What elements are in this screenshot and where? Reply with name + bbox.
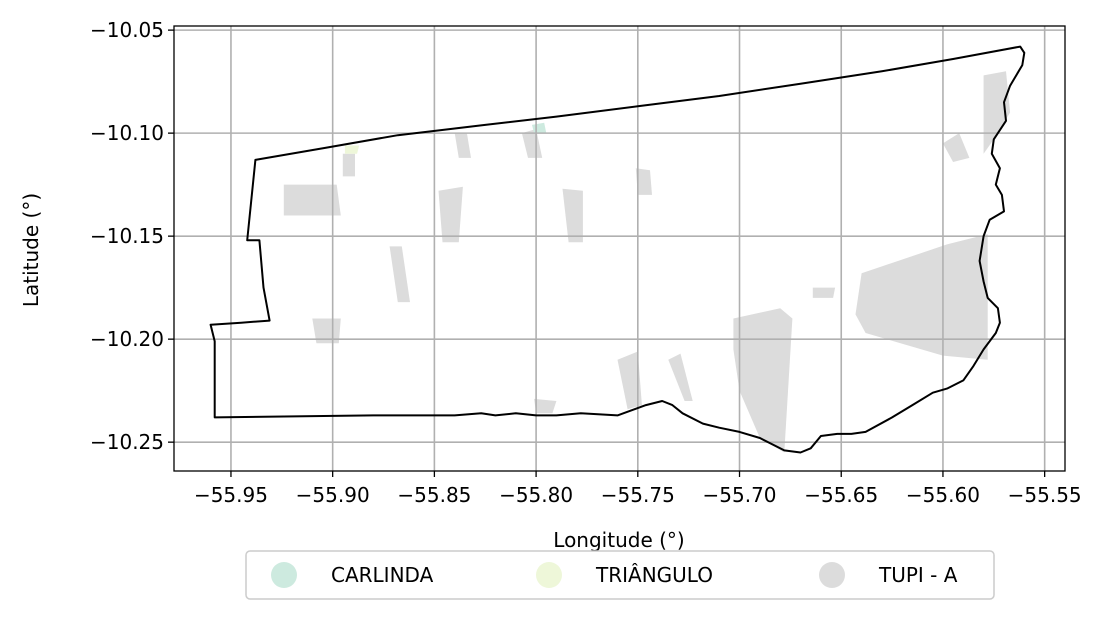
region-tupi-a-1 [733,308,793,453]
y-tick-label-4: −10.25 [90,430,164,454]
legend-label-2: TUPI - A [878,563,958,587]
region-tupi-a-12 [454,133,471,158]
x-axis-ticks: −55.95 −55.90 −55.85 −55.80 −55.75 −55.70 −55.… [194,471,1082,507]
region-tupi-a-4 [438,186,463,243]
x-tick-label-4: −55.75 [601,483,675,507]
x-tick-label-2: −55.85 [397,483,471,507]
boundary-layer [209,45,1026,454]
y-tick-label-2: −10.15 [90,224,164,248]
region-tupi-a-13 [521,129,543,158]
region-tupi-a-3 [283,184,341,216]
legend-label-1: TRIÂNGULO [595,563,713,587]
x-tick-label-3: −55.80 [499,483,573,507]
region-tupi-a-0 [855,234,988,360]
legend-marker-2 [819,562,845,588]
legend-marker-0 [271,562,297,588]
region-tupi-a-7 [534,398,557,414]
x-tick-label-8: −55.55 [1008,483,1082,507]
x-tick-label-6: −55.65 [804,483,878,507]
region-tupi-a-5 [562,188,583,243]
region-tupi-a-14 [389,246,410,303]
region-tupi-a-10 [312,318,341,344]
y-tick-label-0: −10.05 [90,18,164,42]
legend-label-0: CARLINDA [331,563,434,587]
x-tick-label-7: −55.60 [906,483,980,507]
region-tupi-a-8 [668,353,693,401]
x-tick-label-0: −55.95 [194,483,268,507]
legend-marker-1 [536,562,562,588]
legend-frame [245,550,995,600]
region-tupi-a-11 [342,153,355,177]
x-axis-label: Longitude (°) [553,528,684,552]
x-tick-label-5: −55.70 [703,483,777,507]
y-tick-label-3: −10.20 [90,327,164,351]
legend: CARLINDA TRIÂNGULO TUPI - A [245,550,995,600]
legend-items: CARLINDA TRIÂNGULO TUPI - A [271,562,958,588]
region-tupi-a-15 [942,133,970,162]
regions-layer [283,71,1011,453]
plot-frame [173,25,1066,472]
region-tri-ngulo-18 [344,145,360,154]
region-tupi-a-9 [812,287,836,298]
y-axis-label: Latitude (°) [19,193,43,307]
region-tupi-a-6 [635,168,652,195]
study-area-boundary [209,45,1026,454]
y-tick-label-1: −10.10 [90,121,164,145]
region-tupi-a-16 [617,351,642,410]
grid-layer [174,26,1065,471]
y-axis-ticks: −10.05 −10.10 −10.15 −10.20 −10.25 [90,18,174,454]
x-tick-label-1: −55.90 [296,483,370,507]
